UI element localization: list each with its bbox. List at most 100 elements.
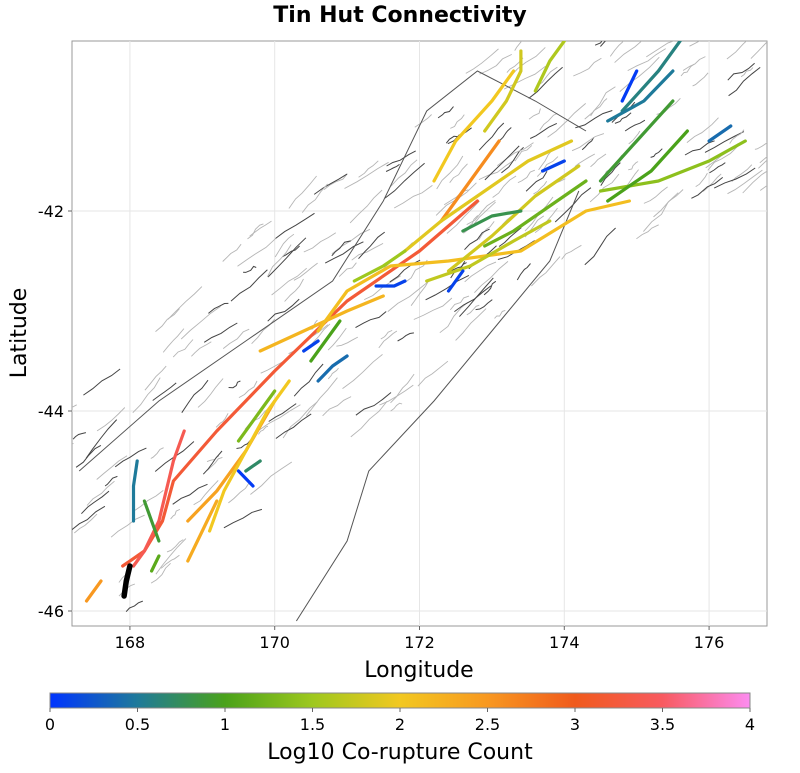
background-fault bbox=[454, 285, 492, 313]
background-fault bbox=[293, 262, 318, 281]
background-fault bbox=[728, 19, 761, 38]
background-fault bbox=[313, 173, 348, 195]
background-fault bbox=[517, 169, 535, 184]
background-fault bbox=[228, 380, 241, 389]
background-fault bbox=[614, 112, 632, 124]
background-fault bbox=[573, 57, 602, 77]
background-fault bbox=[498, 227, 522, 247]
background-fault bbox=[584, 86, 616, 120]
background-fault bbox=[322, 396, 352, 417]
colorbar-label: Log10 Co-rupture Count bbox=[267, 740, 533, 765]
background-fault bbox=[305, 377, 338, 417]
background-fault bbox=[528, 108, 541, 120]
background-fault bbox=[727, 62, 755, 81]
background-fault bbox=[133, 490, 164, 512]
background-fault bbox=[643, 192, 679, 232]
background-fault bbox=[483, 280, 497, 296]
background-fault bbox=[628, 130, 641, 145]
rupture-trace bbox=[131, 459, 139, 523]
background-fault bbox=[446, 200, 480, 234]
rupture-trace bbox=[620, 41, 682, 113]
rupture-trace bbox=[439, 139, 501, 223]
background-fault bbox=[132, 377, 161, 414]
background-fault bbox=[538, 148, 554, 171]
background-fault bbox=[417, 360, 449, 387]
x-axis-ticks: 168 170 172 174 176 bbox=[115, 626, 724, 652]
background-fault bbox=[547, 103, 586, 138]
background-fault bbox=[342, 354, 383, 389]
background-fault bbox=[478, 159, 516, 181]
background-fault bbox=[561, 244, 582, 260]
background-fault bbox=[193, 480, 219, 506]
background-fault bbox=[267, 298, 300, 322]
background-fault bbox=[643, 186, 668, 204]
background-fault bbox=[449, 295, 470, 311]
colorbar-tick-label: 0.5 bbox=[125, 715, 150, 734]
background-fault bbox=[378, 330, 398, 349]
rupture-trace bbox=[541, 159, 566, 173]
background-fault bbox=[514, 145, 533, 162]
background-fault bbox=[682, 56, 706, 71]
background-fault bbox=[589, 173, 620, 203]
background-fault bbox=[85, 419, 118, 459]
colorbar-tick-label: 2 bbox=[395, 715, 405, 734]
target-fault-trace bbox=[121, 563, 133, 599]
background-fault bbox=[590, 98, 608, 117]
rupture-trace bbox=[533, 41, 566, 93]
rupture-trace bbox=[208, 379, 291, 533]
background-fault bbox=[600, 162, 621, 186]
background-fault bbox=[74, 513, 98, 534]
background-fault bbox=[702, 173, 722, 192]
background-fault bbox=[484, 145, 520, 181]
background-fault bbox=[266, 244, 292, 278]
rupture-trace bbox=[606, 129, 689, 203]
background-fault bbox=[525, 170, 548, 192]
background-fault bbox=[689, 41, 701, 47]
background-fault bbox=[203, 322, 238, 343]
background-fault bbox=[634, 0, 663, 1]
background-fault bbox=[539, 112, 558, 131]
background-fault bbox=[72, 443, 74, 445]
background-fault bbox=[516, 263, 531, 281]
background-fault bbox=[181, 379, 209, 413]
rupture-trace bbox=[84, 579, 103, 603]
rupture-trace bbox=[236, 389, 277, 443]
colorbar-tick-label: 1 bbox=[220, 715, 230, 734]
background-fault bbox=[695, 172, 708, 187]
background-fault bbox=[758, 159, 767, 169]
background-fault bbox=[450, 114, 465, 129]
background-fault bbox=[686, 117, 719, 143]
background-fault bbox=[727, 169, 763, 195]
background-fault bbox=[754, 142, 767, 150]
rupture-trace bbox=[446, 269, 465, 293]
background-fault bbox=[144, 365, 167, 391]
background-fault bbox=[437, 106, 454, 119]
background-fault bbox=[150, 562, 171, 584]
background-fault bbox=[478, 122, 505, 151]
background-fault bbox=[385, 163, 400, 172]
colorbar-tick-label: 0 bbox=[45, 715, 55, 734]
background-fault bbox=[180, 305, 222, 340]
background-fault bbox=[465, 48, 499, 74]
background-fault bbox=[243, 265, 257, 273]
background-fault bbox=[268, 403, 297, 422]
x-tick-label: 168 bbox=[115, 633, 146, 652]
background-fault bbox=[96, 455, 128, 480]
background-fault bbox=[86, 480, 115, 506]
background-fault bbox=[390, 373, 415, 404]
rupture-trace bbox=[446, 164, 581, 273]
rupture-trace bbox=[142, 499, 161, 543]
rupture-trace bbox=[236, 469, 255, 488]
background-fault bbox=[351, 243, 384, 261]
background-fault bbox=[478, 221, 495, 240]
background-fault bbox=[529, 122, 558, 139]
background-fault bbox=[197, 378, 224, 408]
background-fault bbox=[350, 400, 388, 438]
background-fault bbox=[750, 41, 767, 59]
colorbar bbox=[49, 692, 751, 709]
background-fault bbox=[327, 367, 339, 380]
background-fault bbox=[413, 297, 453, 320]
background-fault bbox=[96, 407, 126, 432]
background-fault bbox=[627, 48, 666, 71]
background-fault bbox=[222, 328, 250, 349]
